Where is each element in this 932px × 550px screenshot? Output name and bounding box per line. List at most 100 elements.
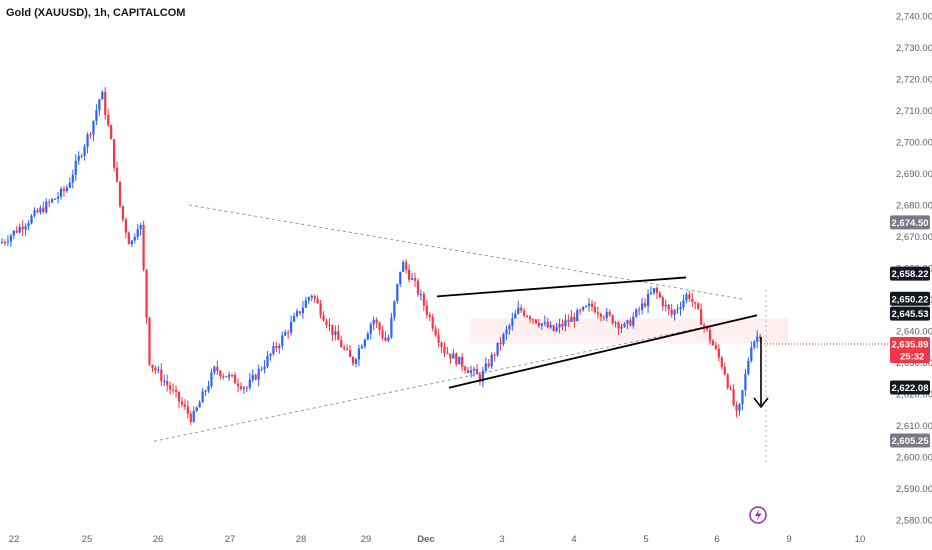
candle-body (694, 302, 697, 304)
candle-body (511, 318, 514, 326)
candle-body (652, 288, 656, 293)
candle-body (676, 309, 679, 311)
candle-body (573, 316, 576, 322)
candle-body (623, 323, 626, 327)
candle-body (608, 311, 611, 316)
candle-body (499, 342, 502, 344)
candle-body (688, 294, 691, 299)
candle-body (325, 320, 328, 326)
candle-body (602, 317, 605, 319)
candle-body (30, 215, 33, 224)
price-badge (890, 433, 930, 448)
candle-body (658, 292, 661, 298)
down-arrow-head (753, 397, 769, 409)
candle-body (363, 339, 366, 347)
price-badge-label: 2,622.08 (892, 383, 929, 394)
candle-body (472, 368, 476, 371)
candle-body (169, 385, 172, 390)
candle-body (45, 201, 48, 213)
x-tick-label: 27 (225, 534, 236, 545)
candle-body (646, 293, 650, 307)
candle-body (620, 326, 623, 329)
candle-body (708, 329, 712, 341)
candle-body (27, 223, 30, 227)
candle-body (405, 262, 408, 270)
price-badge-label: 2,658.22 (892, 269, 929, 280)
resistance-zone-layer (470, 318, 788, 344)
y-tick-label: 2,580.00 (896, 516, 932, 527)
candle-body (759, 336, 762, 339)
candle-body (691, 298, 694, 303)
candle-body (428, 314, 431, 318)
x-tick-label: 28 (296, 534, 307, 545)
price-badge-label: 2,650.22 (892, 294, 929, 305)
candle-body (127, 232, 130, 245)
candle-body (307, 297, 310, 301)
candle-body (567, 320, 570, 322)
x-tick-label: Dec (417, 534, 434, 545)
wedge-lower-line (448, 314, 758, 389)
candle-body (59, 188, 63, 197)
candle-body (540, 323, 543, 326)
candle-body (242, 387, 245, 389)
candle-body (0, 242, 4, 244)
candle-body (605, 311, 608, 318)
candle-body (263, 366, 266, 370)
x-tick-label: 22 (9, 534, 20, 545)
candle-body (24, 226, 27, 230)
price-badge-label: 2,605.25 (892, 436, 930, 447)
candle-body (328, 324, 331, 326)
time-axis[interactable]: 22 25 26 27 28 29 Dec 3 4 5 6 9 10 (9, 534, 866, 545)
candle-body (130, 240, 133, 245)
y-tick-label: 2,700.00 (896, 138, 932, 149)
candle-body (115, 167, 119, 182)
candle-body (351, 357, 355, 364)
candle-body (316, 298, 319, 304)
candle-body (670, 309, 673, 315)
x-tick-label: 6 (714, 534, 719, 545)
candle-body (738, 404, 741, 411)
x-tick-label: 29 (361, 534, 372, 545)
candle-body (387, 337, 390, 341)
current-price-label: 2,635.89 (892, 339, 929, 350)
candle-body (682, 300, 685, 308)
candle-body (452, 353, 455, 359)
candle-body (186, 406, 189, 414)
candle-body (723, 367, 726, 375)
candle-body (275, 345, 278, 349)
candle-body (160, 369, 163, 382)
candle-body (644, 303, 647, 307)
candle-body (508, 325, 511, 330)
candle-body (526, 315, 529, 317)
candle-body (496, 342, 499, 355)
candle-body (661, 297, 664, 307)
candle-body (467, 370, 470, 373)
candle-body (726, 374, 729, 388)
candle-body (107, 114, 110, 126)
candle-body (3, 242, 7, 244)
candle-body (290, 321, 293, 333)
candle-body (534, 319, 538, 324)
price-badge (890, 380, 930, 395)
candle-body (287, 332, 290, 334)
candle-body (611, 315, 614, 324)
price-badge (890, 215, 930, 230)
candle-body (378, 322, 381, 331)
candle-body (703, 324, 706, 327)
candle-body (95, 110, 98, 121)
candle-body (390, 317, 393, 338)
candle-body (183, 404, 186, 407)
candle-body (360, 346, 363, 349)
candle-body (549, 325, 552, 328)
candle-body (469, 370, 473, 373)
lightning-icon[interactable] (749, 506, 767, 524)
y-tick-label: 2,670.00 (896, 232, 932, 243)
candle-body (384, 337, 387, 341)
candle-body (233, 374, 237, 384)
current-price-badge (890, 336, 930, 363)
candle-body (62, 188, 66, 191)
candle-body (635, 309, 638, 317)
candle-body (582, 306, 585, 311)
candle-body (700, 309, 703, 325)
